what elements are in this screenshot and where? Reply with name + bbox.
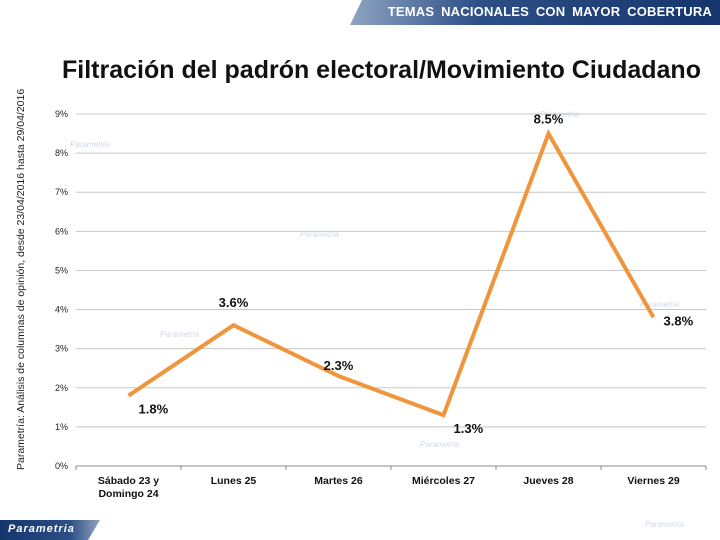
x-tick-label: Jueves 28 bbox=[523, 475, 573, 487]
series-line bbox=[127, 128, 656, 418]
y-tick-label: 0% bbox=[55, 461, 68, 471]
data-label: 3.6% bbox=[219, 295, 249, 310]
watermark-logo: Parametria bbox=[640, 300, 680, 309]
data-label: 1.3% bbox=[454, 421, 484, 436]
watermark-logo: Parametria bbox=[300, 230, 340, 239]
y-tick-label: 3% bbox=[55, 344, 68, 354]
data-label: 8.5% bbox=[534, 112, 564, 127]
chart-title: Filtración del padrón electoral/Movimien… bbox=[62, 56, 701, 84]
y-tick-label: 2% bbox=[55, 383, 68, 393]
data-label: 1.8% bbox=[139, 402, 169, 417]
y-tick-label: 7% bbox=[55, 187, 68, 197]
x-tick-label: Lunes 25 bbox=[211, 475, 257, 487]
y-tick-label: 6% bbox=[55, 226, 68, 236]
data-label: 3.8% bbox=[664, 313, 694, 328]
y-tick-label: 8% bbox=[55, 148, 68, 158]
y-tick-label: 4% bbox=[55, 305, 68, 315]
watermark-logo: Parametria bbox=[160, 330, 200, 339]
data-label: 2.3% bbox=[324, 358, 354, 373]
y-tick-label: 9% bbox=[55, 109, 68, 119]
watermark-logo: Parametria bbox=[70, 140, 110, 149]
header-banner: TEMAS NACIONALES CON MAYOR COBERTURA bbox=[350, 0, 720, 25]
footer-brand: Parametria bbox=[8, 523, 75, 535]
banner-title: TEMAS NACIONALES CON MAYOR COBERTURA bbox=[387, 4, 712, 19]
y-tick-label: 5% bbox=[55, 265, 68, 275]
x-tick-label: Sábado 23 y Domingo 24 bbox=[98, 475, 159, 500]
watermark-logo: Parametria bbox=[645, 520, 685, 529]
watermark-logo: Parametria bbox=[420, 440, 460, 449]
footer-logo: Parametria bbox=[0, 520, 100, 540]
y-tick-label: 1% bbox=[55, 422, 68, 432]
x-tick-label: Martes 26 bbox=[314, 475, 363, 487]
x-tick-label: Viernes 29 bbox=[627, 475, 680, 487]
x-tick-label: Miércoles 27 bbox=[412, 475, 475, 487]
